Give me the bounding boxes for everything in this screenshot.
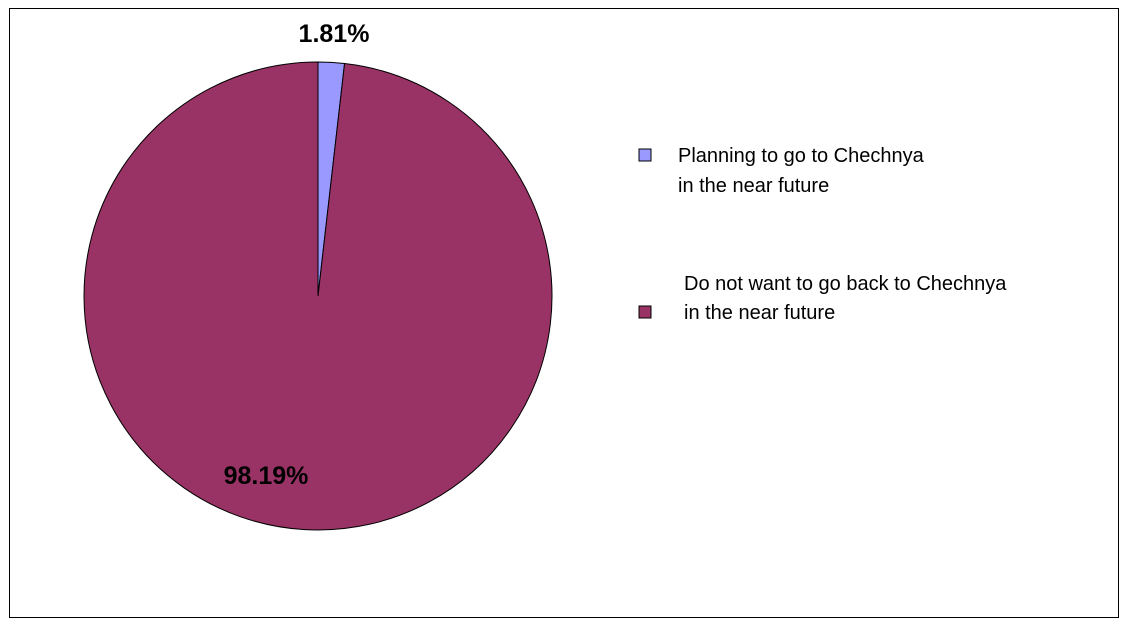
legend-label-not-going-line1: Do not want to go back to Chechnya (684, 273, 1007, 295)
data-label-planning: 1.81% (299, 20, 370, 48)
legend-item-planning: Planning to go to Chechnya in the near f… (638, 145, 925, 197)
pie-slice-not-going (83, 61, 553, 531)
pie-slices (83, 61, 553, 531)
legend-swatch-not-going (638, 305, 652, 319)
legend: Planning to go to Chechnya in the near f… (638, 145, 1007, 324)
pie-chart: 1.81% 98.19% Planning to go to Chechnya … (83, 20, 1007, 531)
data-labels: 1.81% 98.19% (224, 20, 370, 490)
legend-item-not-going: Do not want to go back to Chechnya in th… (638, 273, 1007, 324)
legend-label-not-going-line2: in the near future (684, 302, 835, 324)
legend-swatch-planning (638, 148, 652, 162)
data-label-not-going: 98.19% (224, 462, 309, 490)
legend-label-planning-line2: in the near future (678, 175, 829, 197)
legend-label-planning-line1: Planning to go to Chechnya (678, 145, 925, 167)
